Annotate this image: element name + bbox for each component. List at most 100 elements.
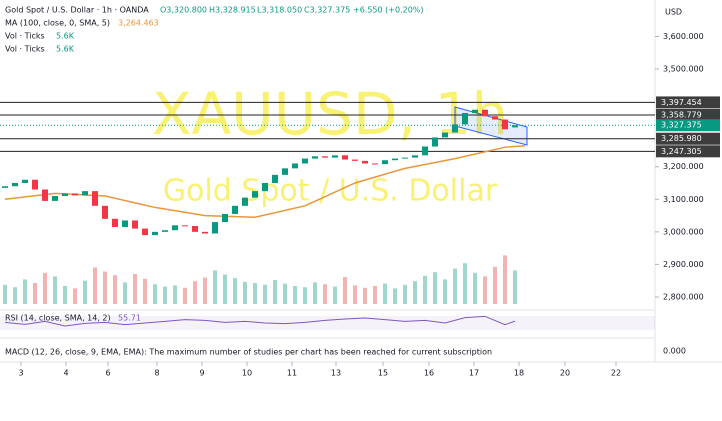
volume-bar: [123, 282, 127, 304]
ohlc-open: O3,320.800: [160, 6, 207, 15]
candle-body: [182, 225, 188, 227]
indicator-name: Vol · Ticks: [5, 32, 45, 41]
level-label: 3,358.779: [661, 111, 702, 120]
volume-bar: [443, 279, 447, 304]
candle-body: [72, 193, 78, 196]
candle-body: [362, 160, 368, 164]
candle-body: [432, 137, 438, 147]
last-price-label: 3,327.375: [661, 121, 702, 130]
volume-bar: [453, 268, 457, 304]
candle-body: [242, 197, 248, 206]
y-tick-label: 3,500.000: [663, 65, 704, 74]
candle-body: [122, 220, 128, 227]
volume-bar: [33, 283, 37, 304]
volume-bar: [63, 286, 67, 304]
rsi-value: 55.71: [118, 314, 141, 323]
candle-body: [482, 109, 488, 117]
rsi-line: [4, 315, 516, 327]
level-label: 3,397.454: [661, 98, 702, 107]
candle-body: [292, 163, 298, 169]
y-tick-label: 3,100.000: [663, 195, 704, 204]
volume-bar: [53, 276, 57, 304]
candle-body: [102, 205, 108, 219]
volume-bar: [343, 277, 347, 304]
candle-body: [192, 225, 198, 232]
indicator-value: 5.6K: [56, 32, 75, 41]
volume-bar: [293, 286, 297, 304]
volume-bar: [93, 267, 97, 304]
volume-bar: [383, 283, 387, 304]
candle-body: [12, 183, 18, 187]
macd-message: MACD (12, 26, close, 9, EMA, EMA): The m…: [5, 348, 492, 357]
volume-bar: [173, 285, 177, 304]
candle-body: [332, 155, 338, 158]
candle-body: [382, 160, 388, 165]
volume-bar: [483, 276, 487, 304]
x-tick-label: 15: [378, 369, 388, 378]
x-tick-label: 20: [560, 369, 570, 378]
candle-body: [162, 230, 168, 232]
x-tick-label: 16: [424, 369, 434, 378]
volume-bar: [273, 280, 277, 304]
indicator-value: 3,264.463: [118, 19, 159, 28]
candle-body: [302, 158, 308, 164]
volume-bar: [363, 287, 367, 304]
volume-bar: [373, 286, 377, 304]
candle-body: [462, 112, 468, 125]
x-tick-label: 6: [105, 369, 110, 378]
candle-body: [172, 225, 178, 231]
candle-body: [2, 186, 8, 188]
currency: USD: [665, 8, 682, 17]
volume-bar: [153, 284, 157, 304]
candle-body: [112, 218, 118, 227]
candle-body: [222, 213, 228, 223]
candle-body: [42, 189, 48, 201]
candle-body: [322, 156, 328, 158]
volume-bar: [183, 287, 187, 304]
candle-body: [512, 125, 518, 128]
volume-bar: [413, 281, 417, 304]
level-label-box: [656, 96, 720, 109]
volume-bar: [83, 280, 87, 304]
candle-body: [342, 155, 348, 160]
indicator-name: MA (100, close, 0, SMA, 5): [5, 19, 110, 28]
x-tick-label: 18: [514, 369, 524, 378]
ohlc-close: C3,327.375: [304, 6, 350, 15]
candle-body: [232, 205, 238, 214]
candle-body: [202, 231, 208, 234]
volume-bar: [13, 287, 17, 304]
level-label-box: [656, 145, 720, 158]
volume-bar: [3, 284, 7, 304]
volume-bar: [393, 288, 397, 304]
candle-body: [412, 155, 418, 158]
volume-bar: [433, 272, 437, 304]
symbol: Gold Spot / U.S. Dollar · 1h · OANDA: [5, 6, 149, 15]
candle-body: [502, 119, 508, 130]
volume-bar: [193, 281, 197, 304]
candle-body: [262, 183, 268, 192]
rsi-name: RSI (14, close, SMA, 14, 2): [5, 314, 111, 323]
indicator-value: 5.6K: [56, 45, 75, 54]
volume-bar: [23, 279, 27, 304]
volume-bar: [163, 286, 167, 304]
volume-bar: [283, 283, 287, 304]
level-label-box: [656, 109, 720, 122]
x-tick-label: 17: [469, 369, 479, 378]
volume-bar: [133, 274, 137, 304]
candle-body: [422, 146, 428, 156]
y-tick-label: 3,000.000: [663, 227, 704, 236]
volume-bar: [513, 270, 517, 304]
volume-bar: [233, 278, 237, 304]
y-tick-label: 3,200.000: [663, 162, 704, 171]
volume-bar: [113, 275, 117, 304]
level-label: 3,285.980: [661, 134, 702, 143]
volume-bar: [333, 286, 337, 304]
x-tick-label: 9: [199, 369, 204, 378]
rsi-band: [0, 316, 655, 330]
candle-body: [392, 158, 398, 161]
x-tick-label: 22: [611, 369, 621, 378]
candle-body: [402, 157, 408, 159]
volume-bar: [423, 275, 427, 304]
volume-bar: [463, 263, 467, 304]
